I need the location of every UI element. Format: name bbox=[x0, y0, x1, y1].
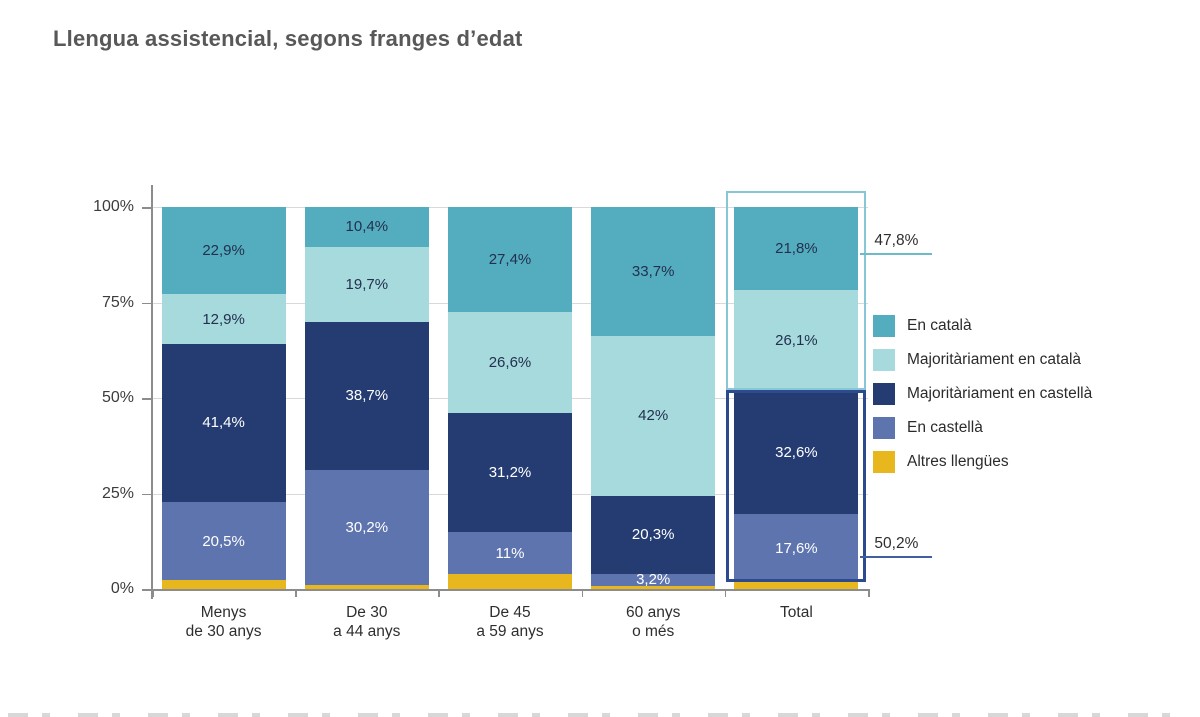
segment-value-label: 27,4% bbox=[488, 250, 532, 268]
segment-value-label: 11% bbox=[495, 544, 525, 562]
bar-segment: 22,9% bbox=[161, 207, 286, 295]
legend-item: En català bbox=[873, 315, 1092, 337]
legend-swatch bbox=[873, 383, 895, 405]
bar-segment: 33,7% bbox=[591, 207, 716, 336]
legend-item: En castellà bbox=[873, 417, 1092, 439]
bar-column: 22,9% 12,9% 41,4% 20,5% bbox=[161, 207, 286, 589]
x-axis-category-label: De 45 a 59 anys bbox=[476, 604, 544, 640]
bar-segment: 11% bbox=[448, 532, 572, 575]
legend-swatch bbox=[873, 315, 895, 337]
bar-segment: 30,2% bbox=[304, 469, 429, 586]
x-axis-tick bbox=[152, 589, 154, 597]
bar-segment: 26,6% bbox=[448, 311, 572, 414]
bar-segment: 41,4% bbox=[161, 343, 286, 502]
annotation-line bbox=[860, 556, 933, 558]
legend-label: Majoritàriament en castellà bbox=[907, 385, 1093, 402]
legend-swatch bbox=[873, 349, 895, 371]
segment-value-label: 33,7% bbox=[631, 262, 675, 280]
highlight-box-catala bbox=[726, 191, 867, 390]
cutoff-text-fragments bbox=[8, 713, 1192, 717]
y-axis-tick bbox=[142, 493, 152, 495]
bar-segment: 31,2% bbox=[448, 413, 572, 533]
y-axis-label: 25% bbox=[101, 484, 134, 502]
y-axis-label: 0% bbox=[110, 580, 134, 597]
segment-value-label: 20,3% bbox=[631, 526, 675, 544]
bar-segment: 19,7% bbox=[304, 246, 429, 322]
segment-value-label: 21,8% bbox=[775, 240, 818, 258]
bar-segment: 42% bbox=[591, 335, 716, 497]
y-axis-label: 75% bbox=[101, 293, 134, 311]
segment-value-label: 22,9% bbox=[202, 242, 245, 260]
y-axis-tick bbox=[142, 207, 152, 209]
bar-segment bbox=[304, 585, 429, 589]
y-axis-line bbox=[151, 185, 153, 599]
bar-column: 27,4% 26,6% 31,2% 11% bbox=[448, 207, 572, 589]
bar-segment: 20,3% bbox=[591, 496, 716, 574]
segment-value-label: 41,4% bbox=[202, 414, 245, 432]
x-axis-category-label: 60 anys o més bbox=[626, 604, 681, 640]
segment-value-label: 32,6% bbox=[775, 443, 818, 461]
annotation-value: 50,2% bbox=[874, 535, 919, 552]
segment-value-label: 42% bbox=[638, 407, 669, 425]
segment-value-label: 20,5% bbox=[202, 532, 245, 550]
y-axis-tick bbox=[142, 589, 152, 591]
y-axis-tick bbox=[142, 398, 152, 400]
bar-segment: 32,6% bbox=[734, 389, 859, 515]
bar-segment bbox=[161, 580, 286, 589]
segment-value-label: 26,1% bbox=[775, 331, 818, 349]
legend: En català Majoritàriament en català Majori… bbox=[873, 315, 1092, 473]
x-axis-tick bbox=[724, 589, 727, 597]
legend-item: Majoritàriament en català bbox=[873, 349, 1092, 371]
segment-value-label: 38,7% bbox=[345, 387, 389, 405]
bar-segment: 10,4% bbox=[304, 207, 429, 247]
legend-item: Altres llengües bbox=[873, 451, 1092, 473]
segment-value-label: 3,2% bbox=[636, 571, 671, 589]
bar-segment bbox=[591, 585, 716, 589]
chart-title: Llengua assistencial, segons franges d’e… bbox=[53, 26, 523, 51]
y-axis-label: 100% bbox=[93, 198, 134, 215]
x-axis-tick bbox=[868, 589, 870, 597]
x-axis-tick bbox=[438, 589, 440, 597]
x-axis-category-label: De 30 a 44 anys bbox=[333, 604, 401, 640]
legend-label: Altres llengües bbox=[907, 453, 1009, 470]
segment-value-label: 10,4% bbox=[345, 218, 389, 236]
segment-value-label: 26,6% bbox=[488, 353, 532, 371]
legend-swatch bbox=[873, 451, 895, 473]
bar-segment bbox=[448, 574, 572, 589]
bar-segment: 12,9% bbox=[161, 294, 286, 344]
segment-value-label: 31,2% bbox=[488, 464, 532, 482]
legend-label: En castellà bbox=[907, 419, 983, 436]
bar-column: 33,7% 42% 20,3% 3,2% bbox=[591, 207, 716, 589]
x-axis-category-label: Menys de 30 anys bbox=[185, 604, 262, 640]
legend-item: Majoritàriament en castellà bbox=[873, 383, 1092, 405]
x-axis-line bbox=[152, 589, 868, 591]
y-axis-tick bbox=[142, 302, 152, 304]
bar-segment: 3,2% bbox=[591, 571, 716, 589]
legend-label: Majoritàriament en català bbox=[907, 351, 1082, 368]
highlight-box-castella bbox=[726, 389, 867, 582]
bar-segment: 17,6% bbox=[734, 514, 859, 582]
legend-label: En català bbox=[907, 317, 972, 334]
bar-column: 21,8% 26,1% 32,6% 17,6% bbox=[734, 207, 859, 589]
bar-segment: 27,4% bbox=[448, 207, 572, 312]
annotation-value: 47,8% bbox=[874, 232, 919, 249]
bar-segment bbox=[734, 581, 859, 589]
bar-segment: 26,1% bbox=[734, 290, 859, 390]
annotation-line bbox=[860, 253, 933, 255]
segment-value-label: 17,6% bbox=[775, 539, 818, 557]
legend-swatch bbox=[873, 417, 895, 439]
segment-value-label: 30,2% bbox=[345, 518, 389, 536]
bar-segment: 20,5% bbox=[161, 501, 286, 581]
x-axis-tick bbox=[581, 589, 584, 597]
bar-segment: 38,7% bbox=[304, 321, 429, 470]
segment-value-label: 12,9% bbox=[202, 310, 245, 328]
segment-value-label: 19,7% bbox=[345, 275, 389, 293]
x-axis-tick bbox=[295, 589, 297, 597]
x-axis-category-label: Total bbox=[780, 604, 813, 621]
bar-segment: 21,8% bbox=[734, 207, 859, 291]
bar-column: 10,4% 19,7% 38,7% 30,2% bbox=[304, 207, 429, 589]
y-axis-label: 50% bbox=[101, 389, 134, 406]
